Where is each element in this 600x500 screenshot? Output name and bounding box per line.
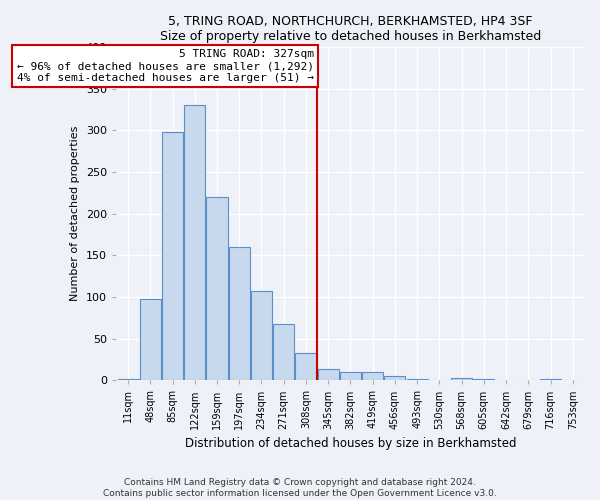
Title: 5, TRING ROAD, NORTHCHURCH, BERKHAMSTED, HP4 3SF
Size of property relative to de: 5, TRING ROAD, NORTHCHURCH, BERKHAMSTED,… (160, 15, 541, 43)
Bar (118, 378, 139, 380)
X-axis label: Distribution of detached houses by size in Berkhamsted: Distribution of detached houses by size … (185, 437, 516, 450)
Bar (407, 378, 428, 380)
Bar (206, 197, 227, 380)
Text: 5 TRING ROAD: 327sqm
← 96% of detached houses are smaller (1,292)
4% of semi-det: 5 TRING ROAD: 327sqm ← 96% of detached h… (17, 50, 314, 82)
Bar (251, 291, 272, 380)
Bar (184, 106, 205, 380)
Bar (451, 378, 472, 380)
Bar (540, 378, 561, 380)
Bar (385, 376, 406, 380)
Bar (295, 353, 317, 380)
Y-axis label: Number of detached properties: Number of detached properties (70, 126, 80, 302)
Bar (162, 132, 183, 380)
Bar (273, 324, 294, 380)
Bar (140, 298, 161, 380)
Bar (340, 372, 361, 380)
Bar (362, 372, 383, 380)
Bar (317, 370, 339, 380)
Text: Contains HM Land Registry data © Crown copyright and database right 2024.
Contai: Contains HM Land Registry data © Crown c… (103, 478, 497, 498)
Bar (473, 378, 494, 380)
Bar (229, 247, 250, 380)
